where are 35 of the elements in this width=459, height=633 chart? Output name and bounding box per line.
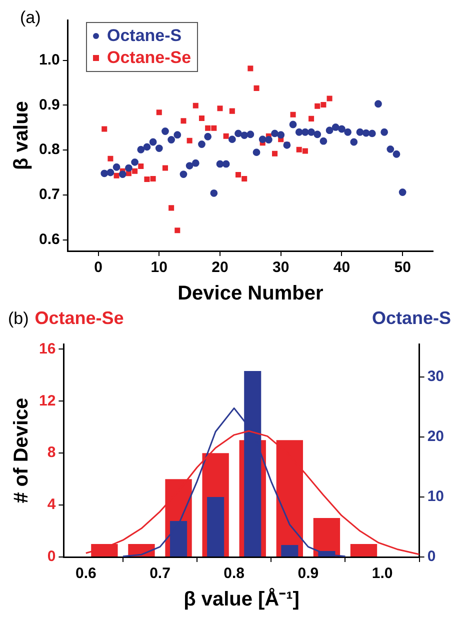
legend-label: Octane-Se bbox=[107, 47, 192, 69]
y-tick-label: 0 bbox=[47, 548, 56, 566]
x-tick-label: 50 bbox=[394, 259, 411, 276]
text: (a) bbox=[20, 8, 41, 27]
y2-tick-label: 30 bbox=[427, 368, 444, 386]
y2-tick-label: 10 bbox=[427, 488, 444, 506]
text: Octane-Se bbox=[34, 308, 124, 329]
y-tick-label: 0.7 bbox=[38, 186, 60, 204]
x-tick-label: 0 bbox=[94, 259, 102, 276]
y-tick-label: 1.0 bbox=[38, 52, 60, 69]
x-tick-label: 40 bbox=[333, 259, 350, 276]
y-tick-label: 12 bbox=[38, 392, 56, 410]
x-tick-label: 1.0 bbox=[372, 565, 393, 582]
y-tick-label: 0.8 bbox=[38, 141, 60, 158]
y-tick-label: 4 bbox=[47, 496, 56, 514]
x-tick-label: 30 bbox=[272, 259, 290, 276]
y2-tick-label: 20 bbox=[427, 428, 444, 446]
y-tick-label: 8 bbox=[47, 444, 56, 462]
x-axis-title: β value [Å⁻¹] bbox=[184, 588, 300, 611]
y-tick-label: 0.9 bbox=[38, 96, 60, 114]
x-tick-label: 20 bbox=[212, 259, 228, 276]
x-axis-title: Device Number bbox=[178, 282, 324, 305]
y2-tick-label: 0 bbox=[427, 548, 436, 566]
y-axis-title: # of Device bbox=[10, 398, 33, 504]
x-tick-label: 0.8 bbox=[224, 565, 245, 582]
y-tick-label: 16 bbox=[38, 340, 56, 358]
y-tick-label: 0.6 bbox=[38, 230, 60, 248]
x-tick-label: 0.9 bbox=[298, 565, 319, 582]
x-tick-label: 0.6 bbox=[75, 565, 96, 582]
x-tick-label: 10 bbox=[150, 259, 168, 276]
x-tick-label: 0.7 bbox=[150, 565, 170, 582]
text: (b) bbox=[8, 309, 29, 329]
y-axis-title: β value bbox=[10, 101, 33, 170]
text: Octane-S bbox=[372, 308, 451, 329]
legend-label: Octane-S bbox=[107, 25, 182, 47]
